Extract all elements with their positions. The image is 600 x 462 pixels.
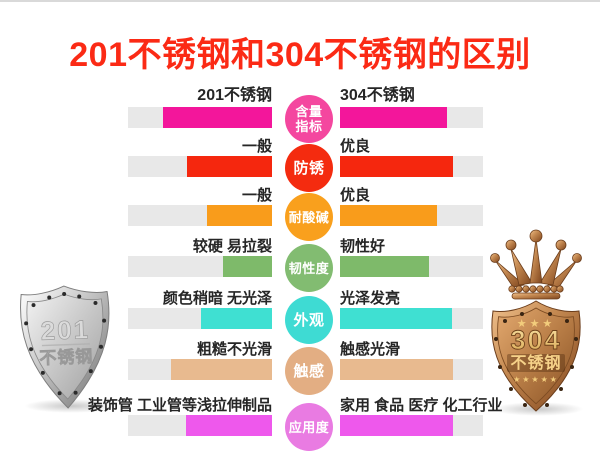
metric-badge: 耐酸碱 [285, 193, 333, 241]
right-bar-fill [340, 256, 429, 277]
left-bar-fill [201, 308, 272, 329]
comparison-row: 粗糙不光滑 触感光滑 触感 [0, 337, 600, 395]
shield-label-text: 不锈钢 [510, 353, 561, 372]
bronze-shield-304: ★★★ 304 不锈钢 ★★★★★ [490, 229, 582, 412]
comparison-row: 颜色稍暗 无光泽 光泽发亮 外观 [0, 286, 600, 344]
right-bar-track [340, 205, 483, 226]
comparison-row: 201不锈钢 304不锈钢 含量 指标 [0, 85, 600, 143]
left-shield-shadow [24, 399, 118, 413]
left-bar-track [128, 415, 272, 436]
right-bar-fill [340, 156, 453, 177]
left-value-label: 较硬 易拉裂 [192, 238, 272, 255]
right-bar-fill [340, 205, 438, 226]
metric-label: 外观 [293, 311, 325, 329]
right-value-label: 家用 食品 医疗 化工行业 [340, 397, 503, 414]
right-value-label: 触感光滑 [340, 341, 401, 358]
metric-label: 韧性度 [288, 260, 330, 276]
left-bar-track [128, 205, 272, 226]
right-bar-track [340, 156, 483, 177]
comparison-row: 一般 优良 耐酸碱 [0, 183, 600, 241]
comparison-row: 较硬 易拉裂 韧性好 韧性度 [0, 234, 600, 292]
right-bar-track [340, 256, 483, 277]
right-bar-fill [340, 107, 448, 128]
right-value-label: 优良 [340, 187, 371, 204]
stars-top: ★★★ [517, 318, 556, 330]
metric-badge: 含量 指标 [285, 95, 333, 143]
left-value-label: 201不锈钢 [197, 87, 272, 104]
shield-label-band [507, 354, 565, 372]
left-bar-fill [207, 205, 272, 226]
right-value-label: 光泽发亮 [340, 290, 401, 307]
metric-label: 防锈 [293, 159, 325, 177]
shield-rivets [24, 292, 107, 396]
comparison-row: 装饰管 工业管等浅拉伸制品 家用 食品 医疗 化工行业 应用度 [0, 393, 600, 451]
left-bar-track [128, 156, 272, 177]
shield-rivets [494, 312, 578, 407]
left-value-label: 粗糙不光滑 [196, 341, 272, 358]
comparison-row: 一般 优良 防锈 [0, 134, 600, 192]
right-bar-track [340, 415, 483, 436]
right-bar-track [340, 359, 483, 380]
left-value-label: 颜色稍暗 无光泽 [162, 290, 272, 307]
silver-shield-201: 201 不锈钢 [20, 285, 110, 409]
metric-badge: 防锈 [285, 144, 333, 192]
right-bar-fill [340, 415, 453, 436]
left-bar-track [128, 256, 272, 277]
left-value-label: 装饰管 工业管等浅拉伸制品 [87, 397, 272, 414]
shield-divider-line [41, 343, 90, 347]
metric-badge: 应用度 [285, 403, 333, 451]
right-value-label: 优良 [340, 138, 371, 155]
left-bar-track [128, 308, 272, 329]
metric-label: 应用度 [288, 419, 330, 435]
metric-label: 耐酸碱 [288, 209, 330, 225]
right-value-label: 韧性好 [340, 238, 386, 255]
left-bar-fill [187, 156, 272, 177]
shield-label-text: 不锈钢 [39, 346, 94, 368]
shield-number-text: 304 [510, 325, 561, 355]
right-bar-fill [340, 359, 453, 380]
stars-bottom: ★★★★★ [513, 375, 559, 384]
metric-label-line2: 指标 [295, 119, 323, 134]
shield-number-text: 201 [40, 314, 90, 346]
metric-badge: 触感 [285, 347, 333, 395]
metric-badge: 外观 [285, 296, 333, 344]
metric-badge: 韧性度 [285, 244, 333, 292]
left-bar-track [128, 107, 272, 128]
crown-icon [490, 229, 582, 300]
right-bar-track [340, 107, 483, 128]
right-bar-fill [340, 308, 452, 329]
metric-label: 含量 [295, 104, 323, 119]
shield-face [26, 293, 104, 400]
shield-face [497, 307, 575, 405]
page-title: 201不锈钢和304不锈钢的区别 [69, 36, 531, 74]
top-border-line [0, 0, 600, 2]
left-bar-fill [223, 256, 272, 277]
left-bar-track [128, 359, 272, 380]
metric-label: 触感 [293, 362, 325, 380]
left-bar-fill [171, 359, 272, 380]
left-value-label: 一般 [241, 187, 272, 204]
right-bar-track [340, 308, 483, 329]
left-bar-fill [162, 107, 272, 128]
left-bar-fill [185, 415, 272, 436]
left-value-label: 一般 [241, 138, 272, 155]
right-value-label: 304不锈钢 [340, 87, 415, 104]
